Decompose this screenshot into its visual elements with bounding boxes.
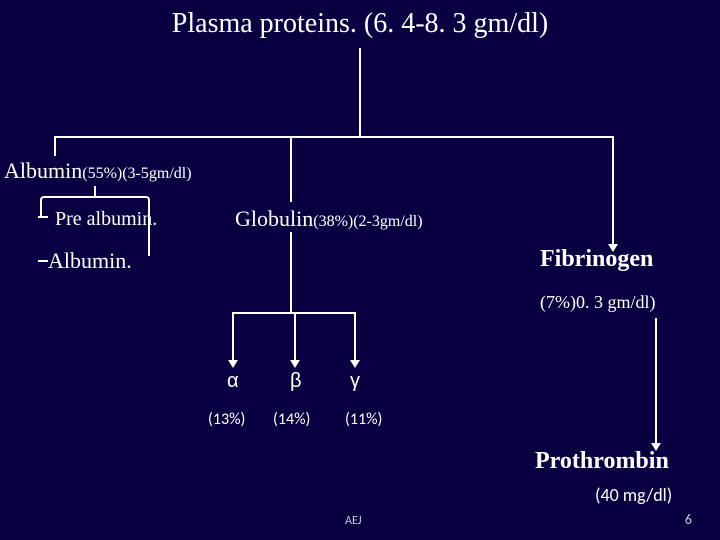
gamma-pct: (11%)	[345, 410, 382, 429]
albumin-label: Albumin	[4, 158, 82, 183]
connector-line	[54, 136, 614, 138]
page-number: 6	[685, 511, 692, 528]
connector-line	[290, 232, 292, 312]
connector-line	[354, 312, 356, 360]
alpha-node: α	[227, 370, 239, 393]
globulin-node: Globulin(38%)(2-3gm/dl)	[235, 206, 423, 232]
fibrinogen-node: Fibrinogen	[540, 246, 653, 273]
arrowhead	[350, 360, 360, 368]
gamma-node: γ	[350, 370, 360, 393]
beta-node: β	[290, 370, 302, 393]
connector-line	[94, 186, 96, 196]
page-title: Plasma proteins. (6. 4-8. 3 gm/dl)	[0, 8, 720, 40]
connector-line	[232, 312, 234, 360]
arrowhead	[290, 360, 300, 368]
arrowhead	[228, 360, 238, 368]
albumin-child-node: Albumin.	[48, 248, 132, 274]
albumin-node: Albumin(55%)(3-5gm/dl)	[4, 158, 192, 184]
albumin-sub: (55%)(3-5gm/dl)	[82, 165, 191, 182]
globulin-label: Globulin	[235, 206, 313, 231]
connector-tick	[38, 260, 48, 262]
connector-tick	[38, 216, 48, 218]
fibrinogen-sub: (7%)0. 3 gm/dl)	[540, 292, 655, 313]
beta-pct: (14%)	[273, 410, 310, 429]
connector-line	[294, 312, 296, 360]
connector-line	[290, 136, 292, 202]
globulin-sub: (38%)(2-3gm/dl)	[313, 213, 422, 230]
alpha-pct: (13%)	[208, 410, 245, 429]
connector-line	[655, 318, 657, 443]
footer-initials: AEJ	[345, 514, 362, 528]
connector-line	[359, 48, 361, 138]
prealbumin-node: Pre albumin.	[55, 208, 157, 231]
prothrombin-sub: (40 mg/dl)	[595, 484, 672, 506]
connector-line	[612, 136, 614, 244]
prothrombin-node: Prothrombin	[535, 448, 669, 475]
connector-line	[54, 136, 56, 156]
